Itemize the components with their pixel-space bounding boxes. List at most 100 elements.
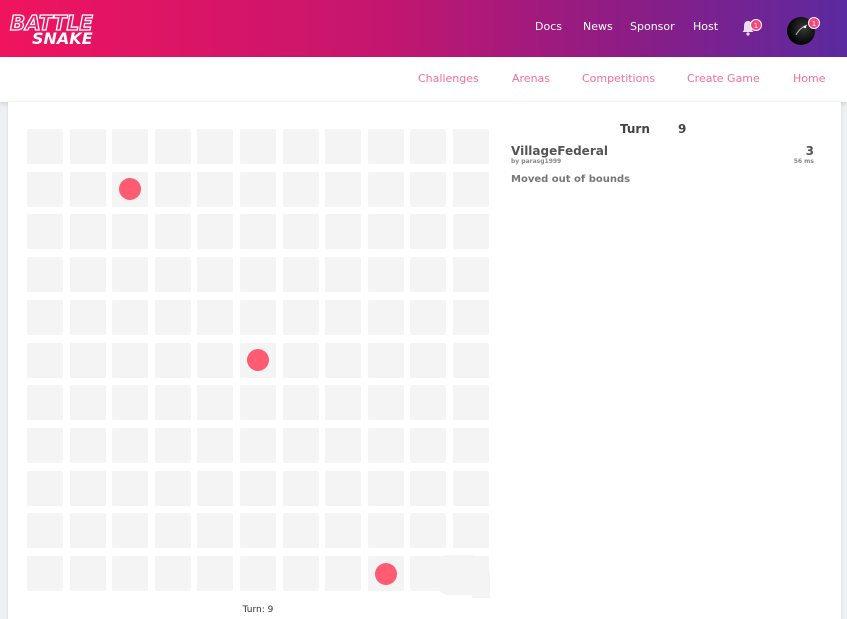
board-cell xyxy=(453,513,489,549)
board-cell xyxy=(154,299,191,335)
board-cell xyxy=(112,556,149,591)
nav-sponsor[interactable]: Sponsor xyxy=(630,20,675,33)
board-cell xyxy=(197,427,234,463)
secondary-navbar: Challenges Arenas Competitions Create Ga… xyxy=(0,57,847,102)
board-cell xyxy=(197,129,234,164)
snake-status: Moved out of bounds xyxy=(511,174,631,185)
board-cell xyxy=(197,171,234,207)
board-cell xyxy=(410,513,447,549)
svg-text:SNAKE: SNAKE xyxy=(32,29,93,48)
nav-create-game[interactable]: Create Game xyxy=(687,72,760,85)
board-cell xyxy=(154,427,191,463)
board-cell xyxy=(325,214,362,250)
board-cell xyxy=(69,299,106,335)
board-cell xyxy=(240,513,276,549)
snake-body xyxy=(410,555,490,598)
board-cell xyxy=(282,470,319,506)
board-cell xyxy=(69,214,106,250)
board-cell xyxy=(325,556,362,591)
turn-label: Turn xyxy=(620,122,650,136)
board-cell xyxy=(112,385,149,421)
nav-docs[interactable]: Docs xyxy=(535,20,562,33)
board-cell xyxy=(27,299,63,335)
svg-text:BATTLE: BATTLE xyxy=(10,11,93,35)
board-cell xyxy=(410,129,447,164)
nav-host[interactable]: Host xyxy=(693,20,719,33)
board-cell xyxy=(367,171,404,207)
board-cell xyxy=(367,299,404,335)
board-cell xyxy=(69,257,106,293)
turn-caption: Turn: 9 xyxy=(242,605,274,615)
board-cell xyxy=(27,470,63,506)
board-cell xyxy=(112,470,149,506)
board-cell xyxy=(154,513,191,549)
board-cell xyxy=(69,385,106,421)
board-cell xyxy=(410,214,447,250)
board-cell xyxy=(240,427,276,463)
board-cell xyxy=(410,342,447,378)
board-cell xyxy=(197,342,234,378)
board-cell xyxy=(27,385,63,421)
profile-badge: 1 xyxy=(808,17,820,29)
board-cell xyxy=(69,129,106,164)
nav-home[interactable]: Home xyxy=(793,72,826,85)
board-cell xyxy=(453,129,489,164)
turn-value: 9 xyxy=(678,122,687,136)
board-cell xyxy=(410,257,447,293)
board-cell xyxy=(282,129,319,164)
board-cell xyxy=(325,342,362,378)
nav-challenges[interactable]: Challenges xyxy=(418,72,479,85)
food-pellet xyxy=(374,562,397,585)
board-cell xyxy=(367,342,404,378)
board-cell xyxy=(282,299,319,335)
board-cell xyxy=(27,556,63,591)
nav-news[interactable]: News xyxy=(583,20,613,33)
board-cell xyxy=(367,470,404,506)
snake-name: VillageFederal xyxy=(511,144,608,158)
board-cell xyxy=(240,257,276,293)
board-cell xyxy=(282,513,319,549)
board-cell xyxy=(112,342,149,378)
board-cell xyxy=(154,342,191,378)
board-cell xyxy=(69,342,106,378)
board-cell xyxy=(453,470,489,506)
board-cell xyxy=(325,470,362,506)
board-cell xyxy=(282,427,319,463)
board-cell xyxy=(453,214,489,250)
board-cell xyxy=(367,427,404,463)
nav-arenas[interactable]: Arenas xyxy=(512,72,551,85)
board-cell xyxy=(325,171,362,207)
board-cell xyxy=(112,513,149,549)
board-cell xyxy=(367,385,404,421)
board-cell xyxy=(197,257,234,293)
board-cell xyxy=(453,427,489,463)
board-cell xyxy=(154,129,191,164)
board-cell xyxy=(27,342,63,378)
board-cell xyxy=(197,385,234,421)
board-cell xyxy=(27,257,63,293)
board-cell xyxy=(112,214,149,250)
board-cell xyxy=(240,556,276,591)
board-cell xyxy=(240,470,276,506)
board-cell xyxy=(154,257,191,293)
board-cell xyxy=(112,257,149,293)
board-cell xyxy=(197,470,234,506)
board-cell xyxy=(410,171,447,207)
nav-competitions[interactable]: Competitions xyxy=(582,72,656,85)
board-cell xyxy=(367,129,404,164)
notification-badge: 1 xyxy=(750,19,762,31)
board-cell xyxy=(410,385,447,421)
board-cell xyxy=(154,470,191,506)
battlesnake-logo[interactable]: BATTLE SNAKE xyxy=(8,8,114,48)
board-cell xyxy=(154,171,191,207)
board-cell xyxy=(325,513,362,549)
snake-length: 3 xyxy=(805,144,814,158)
snake-head xyxy=(410,555,490,598)
board-cell xyxy=(27,171,63,207)
board-cell xyxy=(69,470,106,506)
board-cell xyxy=(112,299,149,335)
board-cell xyxy=(240,385,276,421)
board-cell xyxy=(453,257,489,293)
board-cell xyxy=(453,171,489,207)
board-cell xyxy=(240,214,276,250)
